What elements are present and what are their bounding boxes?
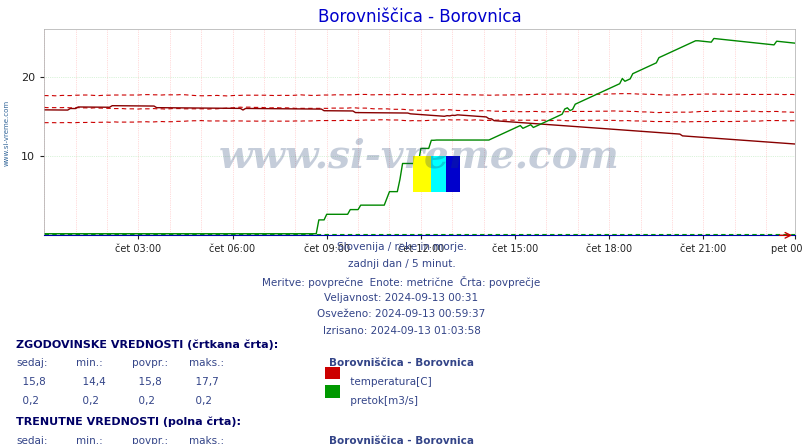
Bar xyxy=(431,156,445,192)
Text: www.si-vreme.com: www.si-vreme.com xyxy=(3,100,9,166)
Text: zadnji dan / 5 minut.: zadnji dan / 5 minut. xyxy=(347,259,455,269)
Text: 14,4: 14,4 xyxy=(76,377,106,387)
Text: min.:: min.: xyxy=(76,358,103,369)
Bar xyxy=(412,156,431,192)
Text: 0,2: 0,2 xyxy=(132,396,156,406)
Text: Osveženo: 2024-09-13 00:59:37: Osveženo: 2024-09-13 00:59:37 xyxy=(317,309,485,320)
Text: Borovniščica - Borovnica: Borovniščica - Borovnica xyxy=(329,436,474,444)
Text: pretok[m3/s]: pretok[m3/s] xyxy=(346,396,417,406)
Text: povpr.:: povpr.: xyxy=(132,436,168,444)
Text: Borovniščica - Borovnica: Borovniščica - Borovnica xyxy=(329,358,474,369)
Text: sedaj:: sedaj: xyxy=(16,436,47,444)
Text: 0,2: 0,2 xyxy=(16,396,39,406)
Text: 15,8: 15,8 xyxy=(132,377,162,387)
Text: Veljavnost: 2024-09-13 00:31: Veljavnost: 2024-09-13 00:31 xyxy=(324,293,478,303)
Text: 0,2: 0,2 xyxy=(76,396,99,406)
Text: Izrisano: 2024-09-13 01:03:58: Izrisano: 2024-09-13 01:03:58 xyxy=(322,326,480,337)
Text: min.:: min.: xyxy=(76,436,103,444)
Text: www.si-vreme.com: www.si-vreme.com xyxy=(219,138,619,176)
Text: 17,7: 17,7 xyxy=(188,377,218,387)
Text: maks.:: maks.: xyxy=(188,358,224,369)
Bar xyxy=(445,156,460,192)
Text: Slovenija / reke in morje.: Slovenija / reke in morje. xyxy=(336,242,466,252)
Text: maks.:: maks.: xyxy=(188,436,224,444)
Text: 0,2: 0,2 xyxy=(188,396,212,406)
Text: sedaj:: sedaj: xyxy=(16,358,47,369)
Text: 15,8: 15,8 xyxy=(16,377,46,387)
Text: ZGODOVINSKE VREDNOSTI (črtkana črta):: ZGODOVINSKE VREDNOSTI (črtkana črta): xyxy=(16,340,278,350)
Text: TRENUTNE VREDNOSTI (polna črta):: TRENUTNE VREDNOSTI (polna črta): xyxy=(16,417,241,428)
Title: Borovniščica - Borovnica: Borovniščica - Borovnica xyxy=(318,8,520,26)
Text: povpr.:: povpr.: xyxy=(132,358,168,369)
Text: Meritve: povprečne  Enote: metrične  Črta: povprečje: Meritve: povprečne Enote: metrične Črta:… xyxy=(262,276,540,288)
Text: temperatura[C]: temperatura[C] xyxy=(346,377,431,387)
